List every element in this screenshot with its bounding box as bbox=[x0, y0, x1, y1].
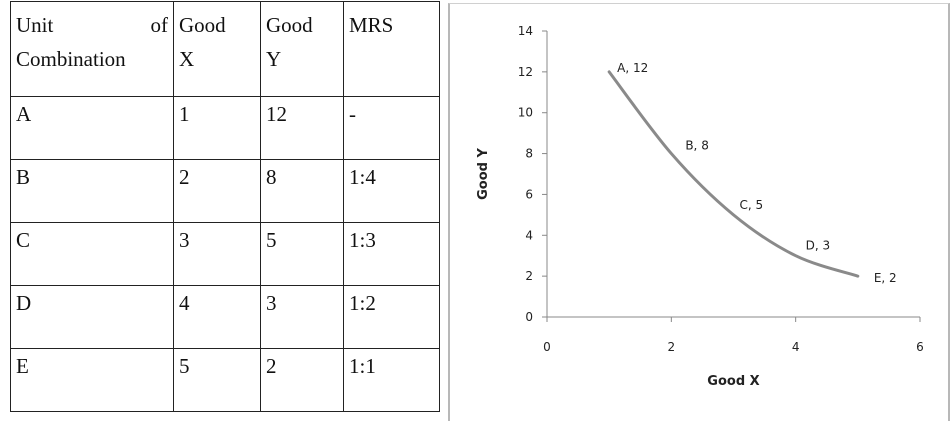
indifference-curve-chart: 0 2 4 6 8 10 12 14 0 2 4 6 A, 12 B, 8 C, 5 D, 3 E, 2 Go… bbox=[476, 24, 924, 389]
header-word: Good bbox=[179, 13, 226, 37]
cell-mrs: 1:3 bbox=[343, 222, 440, 286]
y-tick-label: 4 bbox=[525, 228, 533, 242]
y-tick-label: 0 bbox=[525, 310, 533, 324]
cell-good-y: 8 bbox=[260, 159, 344, 223]
x-axis-title: Good X bbox=[707, 374, 759, 389]
cell-good-y: 2 bbox=[260, 348, 344, 412]
y-tick-label: 2 bbox=[525, 269, 533, 283]
cell-good-x: 1 bbox=[173, 96, 261, 160]
cell-combination: A bbox=[10, 96, 174, 160]
table-row: C 3 5 1:3 bbox=[10, 222, 440, 286]
x-tick-label: 6 bbox=[916, 340, 924, 354]
data-label: E, 2 bbox=[874, 271, 897, 285]
data-label: A, 12 bbox=[617, 61, 648, 75]
header-word: Unit bbox=[16, 13, 54, 37]
data-label: D, 3 bbox=[806, 239, 831, 253]
y-tick-label: 6 bbox=[525, 187, 533, 201]
header-mrs: MRS bbox=[343, 1, 440, 97]
cell-good-x: 2 bbox=[173, 159, 261, 223]
table-row: A 1 12 - bbox=[10, 96, 440, 160]
header-good-y: Good Y bbox=[260, 1, 344, 97]
chart-panel: 0 2 4 6 8 10 12 14 0 2 4 6 A, 12 B, 8 C, 5 D, 3 E, 2 Go… bbox=[448, 3, 950, 421]
cell-good-y: 3 bbox=[260, 285, 344, 349]
header-word: Y bbox=[266, 47, 282, 71]
table-row: E 5 2 1:1 bbox=[10, 348, 440, 412]
header-good-x: Good X bbox=[173, 1, 261, 97]
cell-mrs: 1:1 bbox=[343, 348, 440, 412]
cell-combination: B bbox=[10, 159, 174, 223]
header-word: MRS bbox=[349, 13, 394, 37]
y-axis-title: Good Y bbox=[476, 148, 491, 200]
header-word: Combination bbox=[16, 47, 126, 71]
cell-combination: D bbox=[10, 285, 174, 349]
header-unit-of-combination: Unit of Combination bbox=[10, 1, 174, 97]
data-label: C, 5 bbox=[740, 198, 764, 212]
cell-mrs: 1:4 bbox=[343, 159, 440, 223]
x-tick-label: 2 bbox=[668, 340, 676, 354]
cell-combination: E bbox=[10, 348, 174, 412]
y-tick-label: 14 bbox=[518, 24, 533, 38]
cell-combination: C bbox=[10, 222, 174, 286]
indifference-curve-line bbox=[607, 70, 860, 278]
table-row: B 2 8 1:4 bbox=[10, 159, 440, 223]
x-tick-label: 0 bbox=[543, 340, 551, 354]
y-tick-label: 8 bbox=[525, 147, 533, 161]
header-word: Good bbox=[266, 13, 313, 37]
cell-mrs: 1:2 bbox=[343, 285, 440, 349]
chart-marks: A, 12 B, 8 C, 5 D, 3 E, 2 bbox=[607, 61, 897, 285]
y-tick-label: 12 bbox=[518, 65, 533, 79]
table-header-row: Unit of Combination Good X Good Y MRS bbox=[10, 1, 440, 97]
indifference-schedule-table: Unit of Combination Good X Good Y MRS A 1… bbox=[10, 1, 440, 412]
cell-good-x: 3 bbox=[173, 222, 261, 286]
cell-good-y: 5 bbox=[260, 222, 344, 286]
data-label: B, 8 bbox=[685, 139, 709, 153]
chart-axes: 0 2 4 6 8 10 12 14 0 2 4 6 bbox=[518, 24, 924, 354]
table-row: D 4 3 1:2 bbox=[10, 285, 440, 349]
cell-good-y: 12 bbox=[260, 96, 344, 160]
cell-good-x: 5 bbox=[173, 348, 261, 412]
header-word: X bbox=[179, 47, 195, 71]
cell-good-x: 4 bbox=[173, 285, 261, 349]
header-word: of bbox=[150, 13, 169, 37]
y-tick-label: 10 bbox=[518, 106, 533, 120]
cell-mrs: - bbox=[343, 96, 440, 160]
x-tick-label: 4 bbox=[792, 340, 800, 354]
